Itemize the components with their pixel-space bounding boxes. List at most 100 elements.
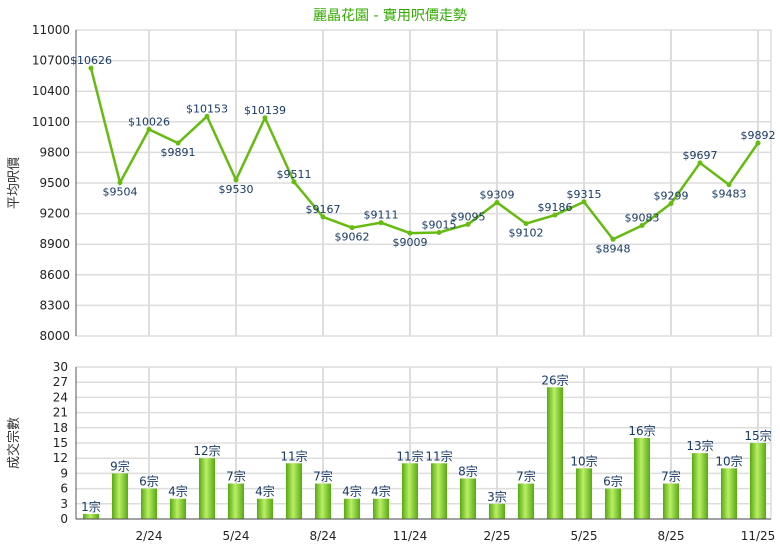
price-point — [697, 160, 703, 166]
volume-bar — [634, 437, 650, 519]
y-tick-label: 24 — [53, 390, 68, 404]
price-point — [117, 180, 123, 186]
price-data-label: $10026 — [128, 115, 170, 128]
x-tick-label: 2/25 — [484, 529, 511, 543]
volume-data-label: 13宗 — [686, 438, 713, 453]
volume-data-label: 4宗 — [255, 484, 275, 499]
price-data-label: $9015 — [422, 218, 457, 231]
chart-title: 麗晶花園 - 實用呎價走勢 — [313, 7, 467, 24]
volume-bar — [83, 513, 99, 519]
price-data-label: $10153 — [186, 102, 228, 115]
volume-data-label: 6宗 — [139, 474, 159, 489]
price-data-label: $9083 — [625, 212, 660, 225]
volume-data-label: 15宗 — [744, 428, 771, 443]
volume-bar — [257, 498, 273, 519]
volume-bar — [663, 483, 679, 519]
y-tick-label: 10400 — [32, 84, 70, 98]
y-tick-label: 10700 — [32, 54, 70, 68]
y-tick-label: 9500 — [39, 176, 70, 190]
price-point — [233, 177, 239, 183]
volume-bar — [692, 453, 708, 519]
volume-data-label: 12宗 — [193, 443, 220, 458]
price-point — [668, 201, 674, 207]
price-data-label: $9102 — [509, 227, 544, 240]
price-point — [349, 225, 355, 231]
price-data-label: $9892 — [741, 129, 776, 142]
price-point — [407, 230, 413, 236]
y-tick-label: 8000 — [39, 329, 70, 343]
price-point — [146, 126, 152, 132]
volume-data-label: 6宗 — [603, 474, 623, 489]
y-tick-label: 9800 — [39, 145, 70, 159]
price-data-label: $9511 — [277, 168, 312, 181]
volume-data-label: 3宗 — [487, 489, 507, 504]
price-data-label: $9530 — [219, 183, 254, 196]
volume-data-label: 4宗 — [168, 484, 188, 499]
x-tick-label: 2/24 — [136, 529, 163, 543]
volume-data-label: 10宗 — [570, 453, 597, 468]
price-point — [581, 199, 587, 205]
price-data-label: $9315 — [567, 188, 602, 201]
volume-bar — [286, 463, 302, 519]
x-tick-label: 11/25 — [741, 529, 776, 543]
volume-data-label: 7宗 — [313, 469, 333, 484]
price-data-label: $9167 — [306, 203, 341, 216]
volume-data-label: 11宗 — [396, 448, 423, 463]
volume-bar — [431, 463, 447, 519]
y-tick-label: 3 — [60, 497, 68, 511]
volume-bar — [489, 503, 505, 519]
y-tick-label: 8600 — [39, 268, 70, 282]
y-tick-label: 30 — [53, 360, 68, 374]
volume-data-label: 11宗 — [425, 448, 452, 463]
y-tick-label: 12 — [53, 451, 68, 465]
y-tick-label: 11000 — [32, 23, 70, 37]
y-tick-label: 9200 — [39, 207, 70, 221]
volume-bar — [576, 468, 592, 519]
price-point — [552, 212, 558, 218]
x-tick-label: 5/25 — [571, 529, 598, 543]
y-tick-label: 8900 — [39, 237, 70, 251]
volume-data-label: 4宗 — [342, 484, 362, 499]
x-tick-label: 8/25 — [658, 529, 685, 543]
y-tick-label: 9 — [60, 466, 68, 480]
price-point — [378, 220, 384, 226]
y-tick-label: 27 — [53, 375, 68, 389]
price-point — [88, 65, 94, 71]
volume-data-label: 26宗 — [541, 372, 568, 387]
y-tick-label: 10100 — [32, 115, 70, 129]
y-tick-label: 0 — [60, 512, 68, 526]
price-data-label: $10139 — [244, 104, 286, 117]
price-data-label: $9186 — [538, 201, 573, 214]
price-line — [89, 67, 760, 241]
price-point — [204, 113, 210, 119]
price-point — [436, 229, 442, 235]
volume-bar — [315, 483, 331, 519]
y-tick-label: 18 — [53, 421, 68, 435]
volume-data-label: 9宗 — [110, 458, 130, 473]
x-tick-label: 8/24 — [310, 529, 337, 543]
price-data-label: $9095 — [451, 210, 486, 223]
volume-data-label: 7宗 — [516, 469, 536, 484]
y-tick-label: 6 — [60, 482, 68, 496]
volume-data-label: 7宗 — [226, 469, 246, 484]
price-point — [175, 140, 181, 146]
volume-data-label: 4宗 — [371, 484, 391, 499]
price-data-label: $9309 — [480, 188, 515, 201]
volume-data-label: 8宗 — [458, 463, 478, 478]
price-point — [755, 140, 761, 146]
price-data-label: $9009 — [393, 236, 428, 249]
volume-bar — [460, 478, 476, 519]
volume-bar — [141, 488, 157, 519]
volume-bar — [402, 463, 418, 519]
volume-bar — [112, 473, 128, 519]
volume-data-label: 10宗 — [715, 453, 742, 468]
price-point — [726, 182, 732, 188]
price-data-label: $9299 — [654, 190, 689, 203]
volume-data-label: 1宗 — [81, 499, 101, 514]
y-tick-label: 21 — [53, 406, 68, 420]
volume-bar — [518, 483, 534, 519]
price-point — [262, 115, 268, 121]
volume-bar — [344, 498, 360, 519]
top-ylabel: 平均呎價 — [7, 157, 22, 209]
